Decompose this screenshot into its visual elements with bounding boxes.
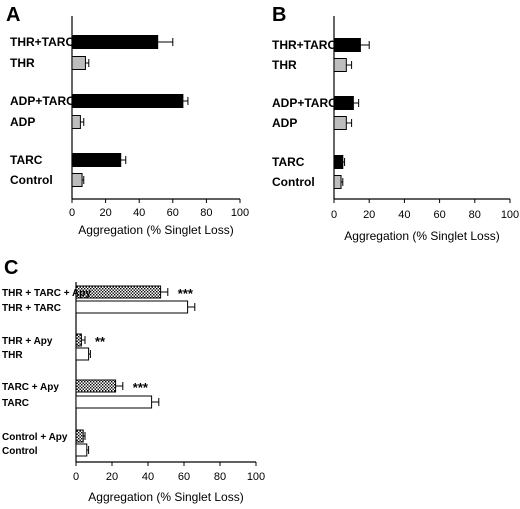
category-label: THR [10,56,35,70]
x-tick-label: 20 [363,209,375,221]
bar [71,173,83,187]
category-label: ADP [272,116,297,130]
bar [333,175,342,189]
x-tick-label: 80 [214,471,226,483]
category-label: THR [2,350,23,361]
x-tick-label: 100 [247,471,265,483]
bar [75,379,117,393]
significance-label: ** [95,334,106,349]
x-axis-label: Aggregation (% Singlet Loss) [88,490,243,504]
category-label: TARC + Apy [2,382,59,393]
category-label: TARC [272,155,305,169]
panel-label: C [4,257,18,279]
x-tick-label: 20 [99,207,111,219]
category-label: THR + Apy [2,336,53,347]
x-tick-label: 100 [231,207,249,219]
category-label: Control [10,173,53,187]
x-tick-label: 0 [331,209,337,221]
bar [333,96,354,110]
category-label: Control + Apy [2,432,68,443]
x-tick-label: 80 [469,209,481,221]
category-label: THR+TARC [10,35,74,49]
x-axis-label: Aggregation (% Singlet Loss) [78,223,233,237]
x-tick-label: 40 [398,209,410,221]
x-tick-label: 0 [69,207,75,219]
x-tick-label: 60 [167,207,179,219]
panel-label: B [272,4,286,26]
x-tick-label: 40 [142,471,154,483]
bar [75,395,153,409]
bar [71,94,184,108]
bar [75,429,84,443]
bar [71,35,159,49]
bar [75,443,88,457]
bar [75,347,90,361]
x-tick-label: 100 [501,209,519,221]
bar [71,56,86,70]
significance-label: *** [133,380,149,395]
category-label: THR+TARC [272,38,336,52]
x-tick-label: 40 [133,207,145,219]
bar [71,115,81,129]
x-tick-label: 60 [433,209,445,221]
panel-a: A 0 20 40 60 80 100 Aggregation (% Singlet Loss… [6,4,249,237]
category-label: Control [272,175,315,189]
x-tick-label: 20 [106,471,118,483]
category-label: ADP+TARC [272,96,337,110]
bar [71,153,122,167]
bar [333,38,361,52]
panel-c: C 0 20 40 60 80 100 Aggregation (% Singlet Loss… [2,257,265,504]
category-label: ADP [10,115,35,129]
category-label: THR + TARC [2,303,61,314]
bar [333,116,347,130]
x-tick-label: 0 [73,471,79,483]
x-axis-label: Aggregation (% Singlet Loss) [344,229,499,243]
category-label: ADP+TARC [10,94,75,108]
bar [75,300,189,314]
significance-label: *** [178,286,194,301]
bar [75,333,82,347]
bar [333,58,347,72]
category-label: TARC [10,153,43,167]
category-label: TARC [2,398,29,409]
x-tick-label: 60 [178,471,190,483]
category-label: THR + TARC + Apy [2,288,91,299]
bar [333,155,344,169]
x-tick-label: 80 [200,207,212,219]
panel-label: A [6,4,20,26]
category-label: Control [2,446,38,457]
category-label: THR [272,58,297,72]
